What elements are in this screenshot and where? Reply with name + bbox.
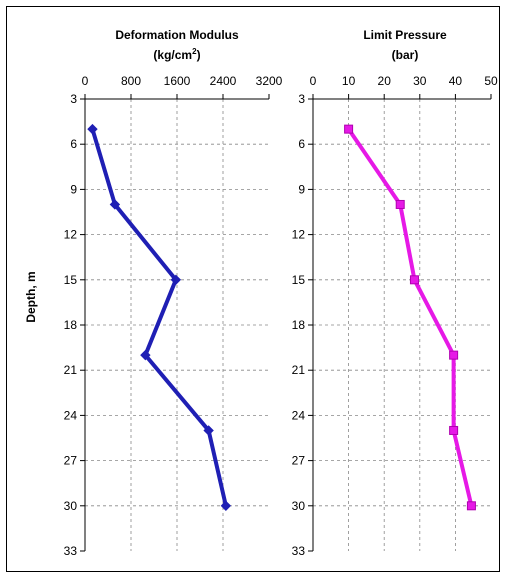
limit-pressure-y-tick-label: 3: [298, 92, 305, 106]
limit-pressure-data-point: [344, 124, 354, 134]
limit-pressure-x-tick-label: 30: [413, 74, 427, 88]
deformation-x-tick-label: 2400: [210, 74, 237, 88]
deformation-modulus-panel: Deformation Modulus (kg/cm2) 0 800 1600 240…: [64, 28, 283, 558]
limit-pressure-y-tick-label: 30: [292, 499, 306, 513]
superscript-2: 2: [192, 47, 197, 56]
y-axis-label: Depth, m: [24, 271, 38, 322]
limit-pressure-data-point: [449, 350, 459, 360]
chart-svg: Depth, m Deformation Modulus (kg/cm2) 0 8…: [24, 28, 498, 558]
deformation-data-point: [170, 274, 182, 286]
deformation-y-tick-label: 30: [64, 499, 78, 513]
deformation-x-tick-label: 3200: [256, 74, 283, 88]
deformation-x-tick-label: 800: [121, 74, 141, 88]
limit-pressure-x-tick-label: 20: [378, 74, 392, 88]
limit-pressure-y-tick-label: 18: [292, 318, 306, 332]
deformation-y-tick-label: 12: [64, 228, 78, 242]
deformation-data-point: [220, 500, 232, 512]
deformation-y-tick-label: 3: [70, 92, 77, 106]
limit-pressure-y-tick-label: 6: [298, 137, 305, 151]
closing-paren: ): [197, 48, 201, 62]
limit-pressure-x-tick-label: 10: [342, 74, 356, 88]
deformation-y-tick-label: 24: [64, 408, 78, 422]
deformation-y-tick-label: 6: [70, 137, 77, 151]
deformation-data-point: [109, 199, 121, 210]
deformation-data-point: [203, 425, 214, 436]
deformation-y-tick-label: 21: [64, 363, 78, 377]
chart-subtitle-deformation: (kg/cm2): [153, 47, 200, 62]
deformation-y-tick-label: 18: [64, 318, 78, 332]
deformation-x-tick-label: 0: [82, 74, 89, 88]
chart-subtitle-limit-pressure: (bar): [392, 48, 419, 62]
chart-title-deformation: Deformation Modulus: [115, 28, 239, 42]
deformation-y-tick-label: 27: [64, 454, 78, 468]
deformation-data-point: [87, 123, 98, 135]
limit-pressure-y-tick-label: 15: [292, 273, 306, 287]
deformation-data-point: [140, 349, 151, 361]
deformation-y-tick-label: 9: [70, 182, 77, 196]
limit-pressure-data-point: [449, 425, 459, 435]
limit-pressure-x-tick-label: 50: [484, 74, 498, 88]
limit-pressure-panel: Limit Pressure (bar) 0 10 20 30 40 50 3 6 9 12 15 1…: [292, 28, 498, 558]
chart-title-limit-pressure: Limit Pressure: [363, 28, 447, 42]
limit-pressure-series-line: [346, 128, 474, 507]
limit-pressure-y-tick-label: 24: [292, 408, 306, 422]
deformation-y-tick-label: 33: [64, 544, 78, 558]
limit-pressure-y-tick-label: 33: [292, 544, 306, 558]
limit-pressure-x-tick-label: 0: [310, 74, 317, 88]
limit-pressure-data-point: [409, 275, 419, 285]
limit-pressure-y-tick-label: 21: [292, 363, 306, 377]
limit-pressure-data-point: [466, 501, 476, 511]
deformation-y-tick-label: 15: [64, 273, 78, 287]
limit-pressure-y-tick-label: 12: [292, 228, 306, 242]
figure-frame: Depth, m Deformation Modulus (kg/cm2) 0 8…: [6, 6, 500, 572]
limit-pressure-data-point: [395, 199, 405, 209]
limit-pressure-y-tick-label: 27: [292, 454, 306, 468]
limit-pressure-x-tick-label: 40: [449, 74, 463, 88]
deformation-x-tick-label: 1600: [164, 74, 191, 88]
limit-pressure-y-tick-label: 9: [298, 182, 305, 196]
deformation-series-line: [90, 128, 228, 507]
